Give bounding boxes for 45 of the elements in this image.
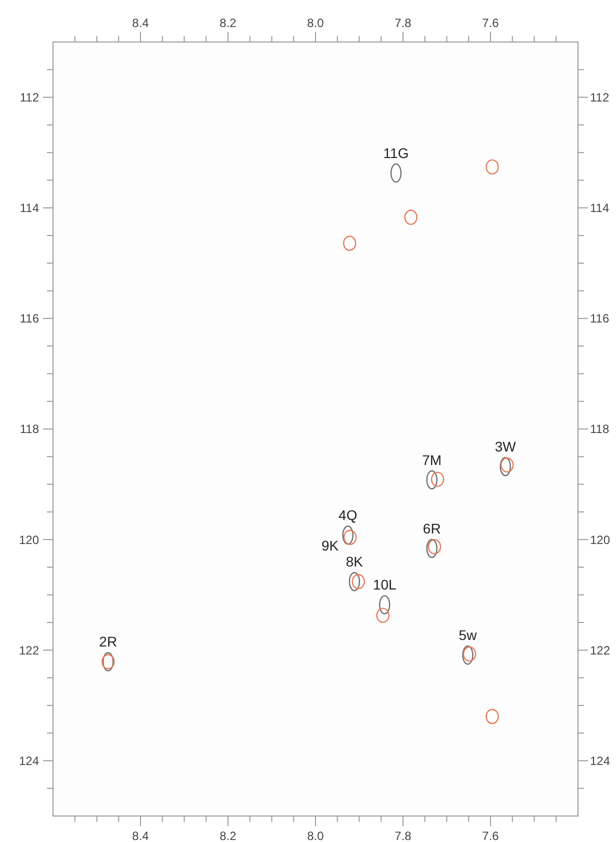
x-tick-label: 8.0	[307, 16, 324, 30]
x2-tick-label: 7.6	[482, 829, 500, 842]
x-tick-label: 7.6	[482, 16, 500, 30]
y2-tick-label: 120	[590, 532, 610, 547]
x2-tick-label: 8.0	[307, 829, 324, 842]
annotation: 8K	[346, 553, 364, 570]
point	[430, 472, 444, 487]
point	[404, 210, 418, 225]
point	[343, 236, 356, 251]
point	[428, 539, 442, 554]
annotation: 6R	[422, 520, 441, 536]
y-tick-label: 112	[20, 90, 40, 104]
y-tick-label: 116	[20, 312, 40, 326]
y-tick-label: 120	[18, 532, 40, 547]
x2-tick-label: 7.8	[394, 829, 412, 842]
annotation: 5w	[458, 627, 478, 644]
y-tick-label: 124	[18, 754, 40, 768]
point	[343, 530, 357, 545]
x2-tick-label: 8.4	[132, 829, 150, 842]
y2-tick-label: 112	[590, 90, 610, 104]
annotation: 11G	[383, 144, 409, 161]
point	[500, 457, 514, 473]
annotation: 2R	[99, 634, 118, 650]
annotation: 3W	[494, 438, 517, 454]
annotation: 7M	[422, 452, 442, 468]
y-tick-label: 118	[20, 422, 40, 436]
y-tick-label: 122	[18, 643, 40, 658]
x-tick-label: 8.4	[132, 16, 150, 30]
point	[352, 574, 365, 590]
y-tick-label: 114	[20, 201, 40, 216]
y2-tick-label: 114	[590, 201, 610, 216]
x-tick-label: 8.2	[220, 16, 237, 30]
x-tick-label: 7.8	[394, 16, 412, 30]
y2-tick-label: 124	[590, 754, 610, 768]
x2-tick-label: 8.2	[220, 829, 237, 842]
point	[486, 708, 499, 724]
point	[462, 646, 476, 662]
y2-tick-label: 118	[590, 422, 610, 436]
annotation: 4Q	[338, 507, 358, 524]
y2-tick-label: 122	[590, 643, 610, 658]
point	[486, 159, 499, 175]
point	[376, 608, 390, 623]
y2-tick-label: 116	[590, 312, 610, 326]
annotation: 9K	[322, 537, 340, 554]
annotation: 10L	[372, 576, 397, 593]
